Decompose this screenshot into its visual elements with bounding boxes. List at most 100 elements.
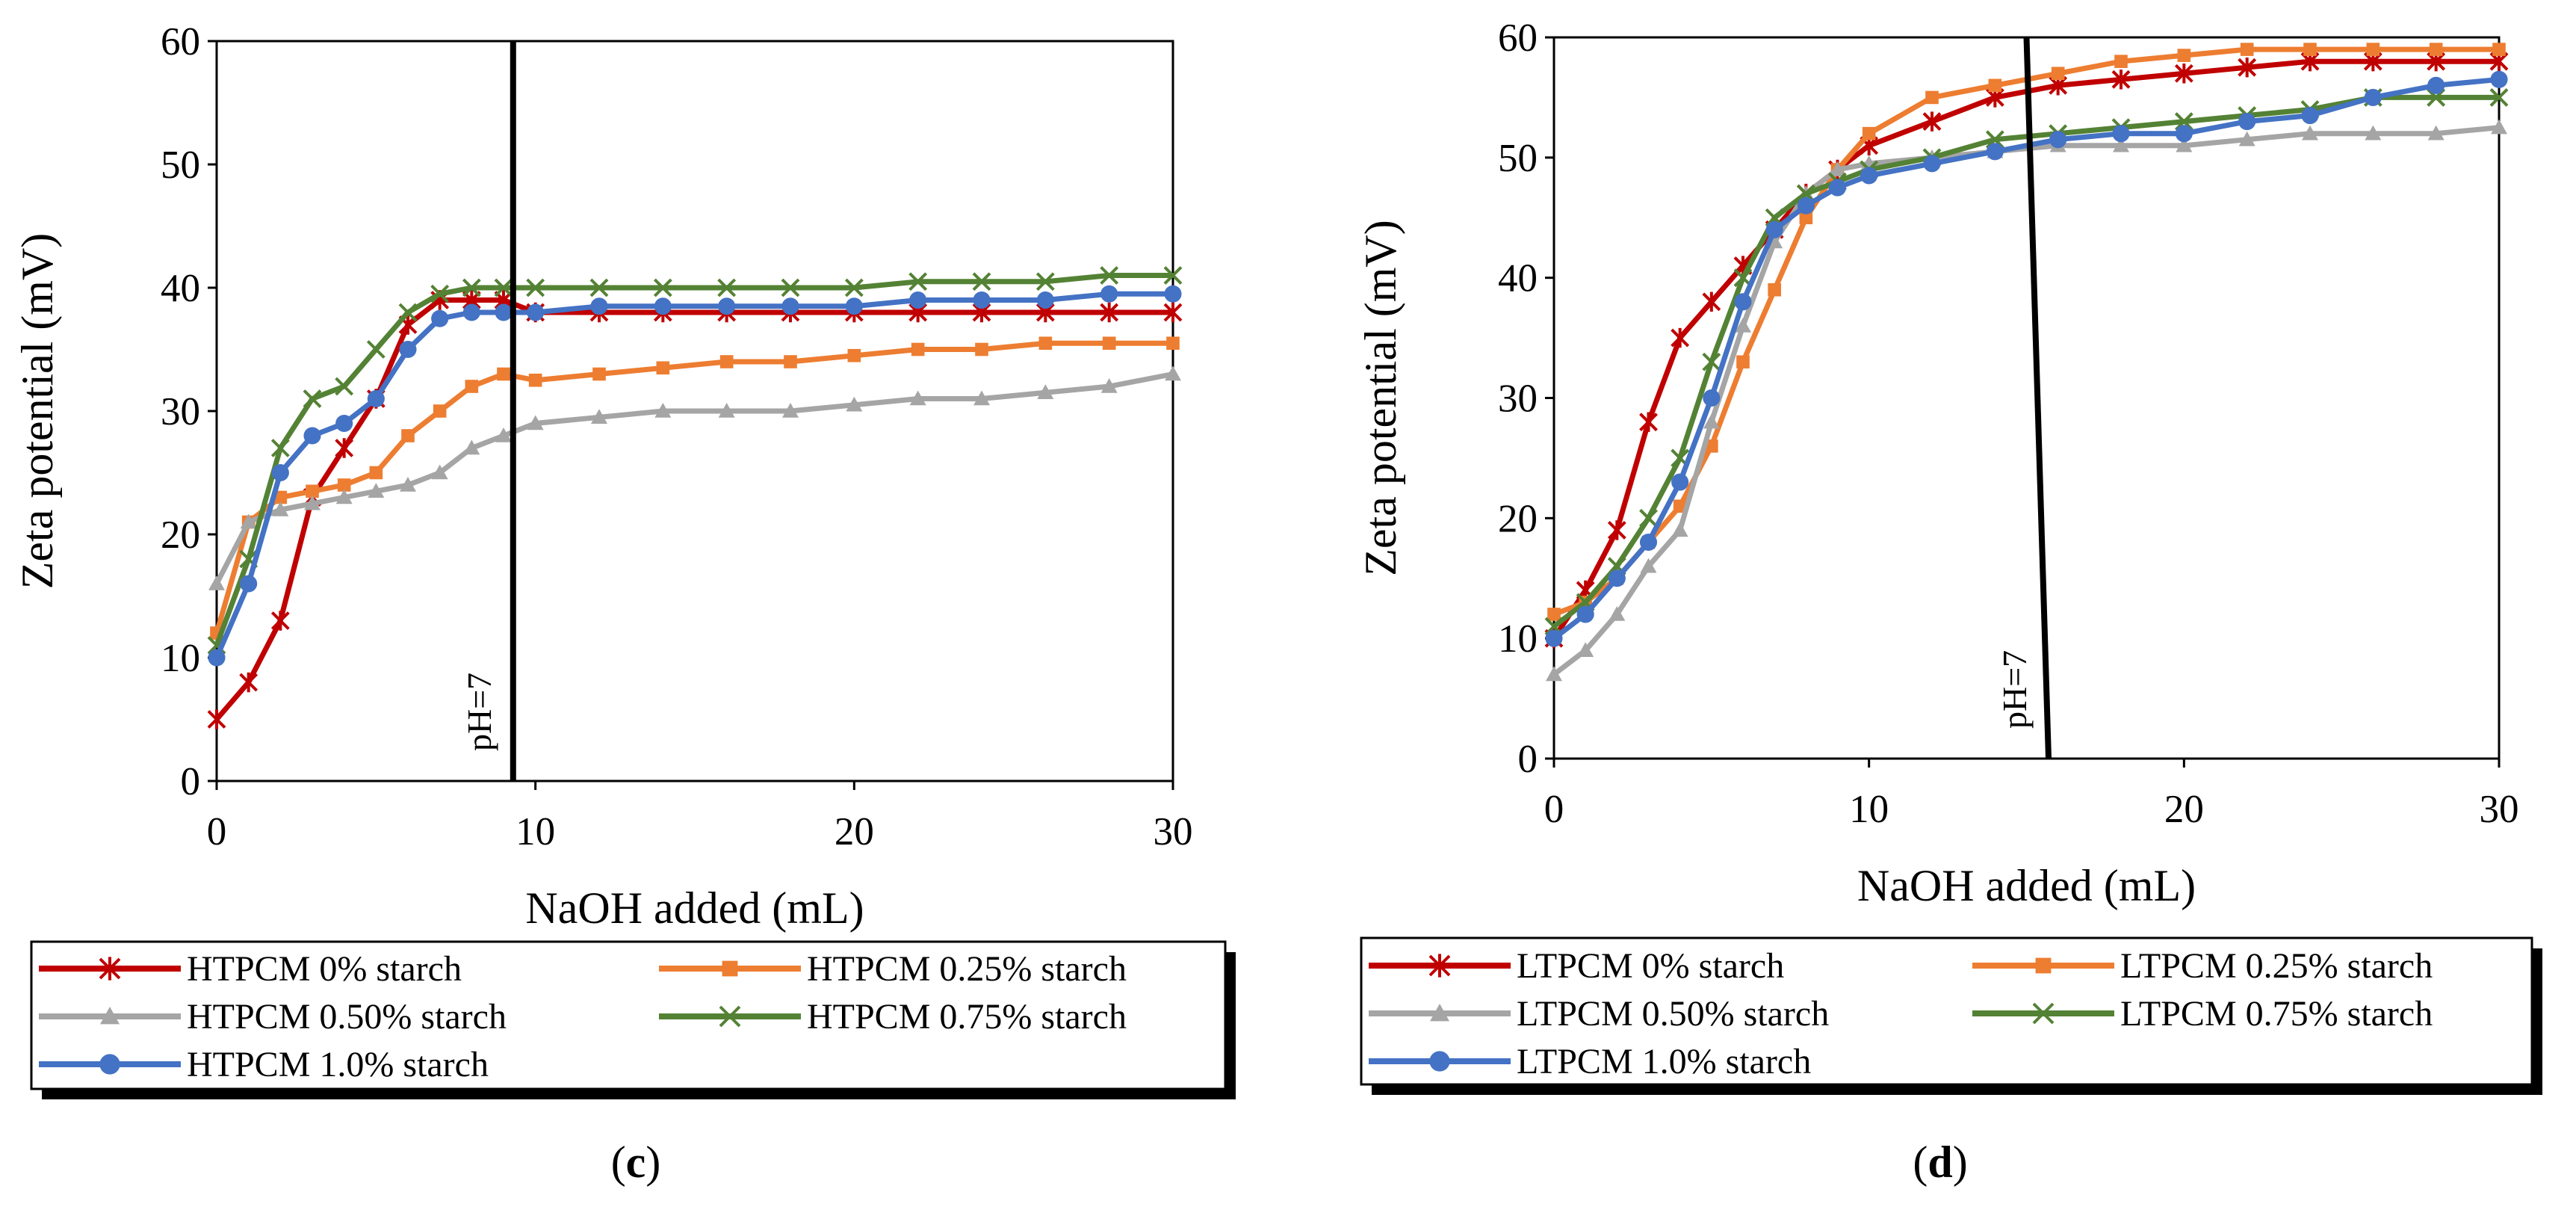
data-point (335, 377, 354, 396)
data-point (592, 367, 606, 381)
data-point (1671, 522, 1688, 537)
x-tick-label: 30 (1154, 810, 1193, 853)
legend-entry: HTPCM 0% starch (39, 949, 462, 989)
legend-label: LTPCM 0% starch (1517, 946, 1784, 986)
data-point (654, 403, 672, 418)
data-point (1037, 384, 1054, 400)
y-tick-label: 40 (161, 267, 200, 310)
data-point (1828, 179, 1847, 197)
series-htpcm-1-0-starch (208, 285, 1182, 667)
series-ltpcm-0-50-starch (1546, 119, 2507, 682)
data-point (1035, 272, 1055, 291)
x-tick-label: 10 (515, 810, 555, 853)
y-tick-label: 20 (1498, 497, 1538, 540)
data-point (719, 355, 734, 368)
series-htpcm-0-50-starch (208, 365, 1181, 590)
data-point (431, 464, 448, 480)
series-line (1552, 94, 2499, 629)
data-point (1100, 266, 1119, 285)
data-point (495, 303, 513, 321)
y-tick-label: 10 (161, 637, 200, 680)
x-tick-label: 0 (1544, 788, 1564, 831)
data-point (303, 427, 321, 445)
x-axis-label: NaOH added (mL) (525, 883, 864, 933)
series-htpcm-0-75-starch (207, 266, 1183, 655)
data-point (239, 672, 258, 693)
data-point (718, 297, 736, 315)
data-point (1925, 90, 1939, 105)
data-point (1576, 605, 1594, 623)
data-point (782, 403, 799, 418)
data-point (240, 575, 258, 593)
data-point (2303, 43, 2317, 56)
series-line (214, 340, 1173, 634)
legend (30, 940, 1227, 1090)
legend-label: HTPCM 1.0% starch (187, 1045, 489, 1084)
data-point (908, 272, 928, 291)
data-point (718, 403, 735, 418)
series-line (1552, 125, 2500, 677)
data-point (656, 361, 670, 375)
data-point (654, 297, 672, 315)
data-point (366, 340, 386, 359)
data-point (1768, 283, 1781, 297)
data-point (1799, 211, 1813, 225)
data-point (2429, 43, 2443, 56)
data-point (1036, 291, 1054, 309)
x-tick-label: 20 (2164, 788, 2204, 831)
data-point (273, 490, 288, 504)
data-point (2366, 43, 2380, 56)
data-point (1577, 642, 1594, 658)
data-point (911, 342, 925, 356)
data-point (973, 291, 991, 309)
y-tick-label: 50 (161, 143, 200, 187)
data-point (1862, 126, 1876, 141)
data-point (1797, 197, 1815, 214)
data-point (1703, 413, 1720, 429)
legend-entry: LTPCM 0% starch (1369, 946, 1784, 986)
x-tick-label: 0 (207, 810, 227, 853)
data-point (303, 389, 322, 408)
data-point (2049, 131, 2067, 149)
series-line (1552, 76, 2500, 640)
data-point (208, 649, 226, 667)
data-point (1986, 143, 2004, 161)
data-point (2427, 76, 2445, 94)
series-line (214, 273, 1173, 646)
data-point (1609, 606, 1626, 621)
data-point (1547, 608, 1561, 621)
chart-panel-d: 0 10 20 30 40 50 60 0 10 20 30 NaOH added (mL) Zeta … (1356, 16, 2542, 1187)
data-point (306, 484, 319, 498)
data-point (463, 439, 480, 455)
data-point (845, 297, 863, 315)
ph7-label: pH=7 (460, 673, 498, 751)
ph7-label: pH=7 (1996, 650, 2034, 729)
data-point (1546, 666, 1562, 682)
data-point (495, 427, 512, 442)
data-point (335, 438, 354, 458)
data-point (2177, 49, 2191, 62)
legend-label: LTPCM 0.75% starch (2120, 994, 2433, 1034)
data-point (2174, 64, 2193, 84)
y-tick-label: 60 (161, 20, 200, 64)
y-axis-label: Zeta potential (mV) (13, 233, 62, 589)
data-point (2238, 131, 2255, 146)
data-point (433, 404, 447, 418)
data-point (526, 278, 545, 297)
data-point (784, 355, 797, 368)
data-point (270, 439, 290, 457)
legend-entry: LTPCM 0.75% starch (1972, 994, 2433, 1034)
data-point (431, 309, 449, 327)
data-point (2112, 125, 2130, 143)
data-point (2240, 43, 2254, 56)
legend-entry: LTPCM 0.50% starch (1369, 994, 1829, 1034)
data-point (1038, 336, 1053, 351)
data-point (462, 278, 481, 297)
data-point (2492, 43, 2506, 56)
data-point (497, 367, 510, 381)
data-point (719, 1005, 741, 1028)
data-point (1860, 167, 1878, 185)
data-point (1829, 161, 1846, 176)
legend-label: HTPCM 0.25% starch (807, 949, 1127, 989)
